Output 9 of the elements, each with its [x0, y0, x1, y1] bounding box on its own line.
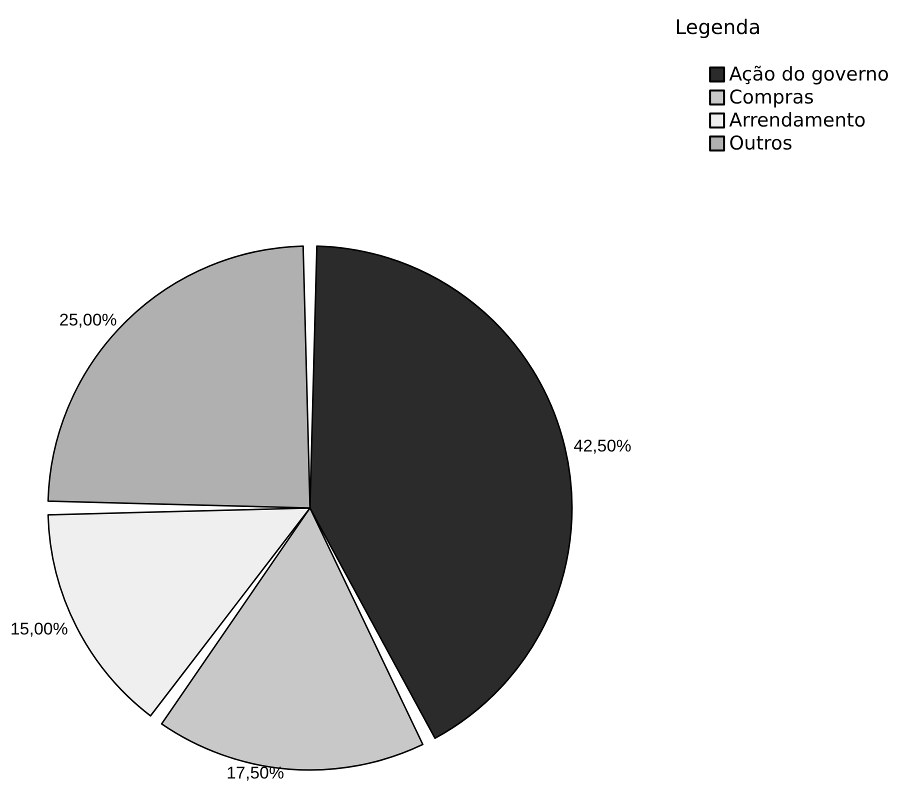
legend-label: Ação do governo	[729, 64, 889, 86]
data-label: 42,50%	[574, 436, 632, 456]
data-label: 15,00%	[10, 619, 68, 638]
legend-label: Outros	[729, 132, 792, 154]
legend-label: Arrendamento	[729, 110, 866, 132]
legend-label: Compras	[729, 86, 814, 108]
legend-title: Legenda	[675, 15, 761, 39]
data-label: 17,50%	[226, 764, 284, 783]
data-label: 25,00%	[59, 310, 117, 330]
